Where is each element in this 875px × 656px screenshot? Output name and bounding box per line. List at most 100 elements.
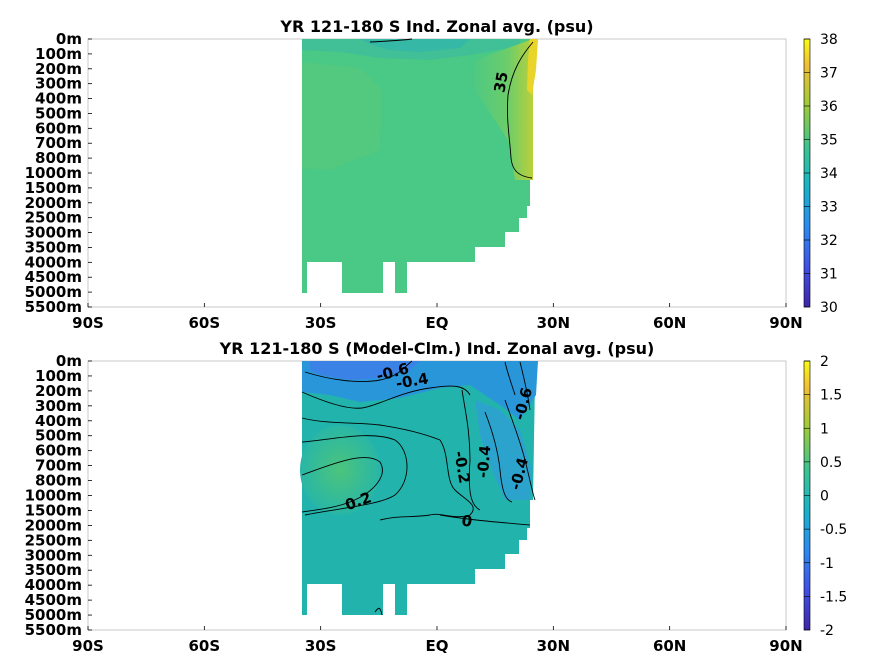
colorbar-tick-label: -0.5 xyxy=(820,522,847,538)
x-tick-label: 30N xyxy=(537,314,570,332)
colorbar-tick-label: 1.5 xyxy=(820,388,842,404)
y-tick-label: 1500m xyxy=(25,179,82,197)
deep-column xyxy=(395,584,407,615)
x-tick-label: 90N xyxy=(769,637,802,655)
y-tick-label: 200m xyxy=(35,382,82,400)
salinity-field xyxy=(302,39,538,293)
contour-lines xyxy=(301,360,536,616)
contour-line xyxy=(369,38,413,43)
contour-line xyxy=(461,389,481,511)
y-tick-label: 0m xyxy=(56,30,82,48)
y-tick-label: 2500m xyxy=(25,209,82,227)
y-tick-label: 4000m xyxy=(25,253,82,271)
x-axis: 90S 60S 30S EQ 30N 60N 90N xyxy=(72,303,803,332)
contour-line xyxy=(304,360,413,382)
y-tick-label: 5500m xyxy=(25,621,82,639)
x-tick-label: 60N xyxy=(653,314,686,332)
positive-anomaly xyxy=(300,425,380,515)
y-tick-label: 300m xyxy=(35,397,82,415)
chart-title: YR 121-180 S (Model-Clm.) Ind. Zonal avg… xyxy=(219,339,655,358)
y-tick-label: 700m xyxy=(35,134,82,152)
y-tick-label: 4000m xyxy=(25,576,82,594)
contour-label: -0.2 xyxy=(450,449,473,484)
colorbar-tick-label: 0.5 xyxy=(820,455,842,471)
y-tick-label: 4500m xyxy=(25,591,82,609)
deep-column xyxy=(395,262,407,293)
colorbar-tick-label: 31 xyxy=(820,267,838,283)
y-tick-label: 3000m xyxy=(25,224,82,242)
y-axis: 0m100m200m300m400m500m600m700m800m1000m1… xyxy=(25,30,92,316)
surface-fresh xyxy=(360,39,470,52)
anomaly-field xyxy=(300,361,538,615)
y-tick-label: 600m xyxy=(35,442,82,460)
contour-line xyxy=(504,399,536,501)
colorbar-tick-label: 1 xyxy=(820,421,829,437)
x-tick-label: 30N xyxy=(537,637,570,655)
contour-line xyxy=(374,607,383,616)
y-tick-label: 800m xyxy=(35,149,82,167)
contour-line xyxy=(439,514,531,526)
deep-column xyxy=(342,262,383,293)
colorbar-tick-label: 35 xyxy=(820,133,838,149)
contour-label: 35 xyxy=(490,70,511,94)
y-tick-label: 3000m xyxy=(25,546,82,564)
contour-line xyxy=(301,417,441,441)
colorbar-tick-label: 2 xyxy=(820,354,829,370)
y-tick-label: 400m xyxy=(35,412,82,430)
contour-label: 0 xyxy=(460,511,473,531)
colorbar-tick-label: 30 xyxy=(820,300,838,316)
contour-line xyxy=(301,435,408,516)
colorbar-tick-label: 38 xyxy=(820,32,838,48)
contour-line xyxy=(379,439,474,521)
y-tick-label: 500m xyxy=(35,427,82,445)
y-tick-label: 2000m xyxy=(25,516,82,534)
y-tick-label: 4500m xyxy=(25,268,82,286)
negative-anomaly xyxy=(475,400,532,500)
salinity-anomaly-panel: YR 121-180 S (Model-Clm.) Ind. Zonal avg… xyxy=(25,339,848,655)
y-tick-label: 3500m xyxy=(25,561,82,579)
northern-max xyxy=(527,39,538,95)
y-tick-label: 5000m xyxy=(25,606,82,624)
contour-line xyxy=(507,41,534,179)
x-tick-label: 90N xyxy=(769,314,802,332)
deep-column xyxy=(302,584,307,615)
y-tick-label: 5500m xyxy=(25,298,82,316)
y-tick-label: 0m xyxy=(56,352,82,370)
colorbar-tick-label: 34 xyxy=(820,166,838,182)
x-tick-label: 60N xyxy=(653,637,686,655)
x-tick-label: 60S xyxy=(188,637,220,655)
colorbar-tick-label: -1.5 xyxy=(820,589,847,605)
subsurface-mass xyxy=(302,62,382,170)
colorbar-tick-label: 36 xyxy=(820,99,838,115)
contour-line xyxy=(519,361,531,411)
x-tick-label: 60S xyxy=(188,314,220,332)
y-axis: 0m100m200m300m400m500m600m700m800m1000m1… xyxy=(25,352,92,639)
colorbar-tick-label: -2 xyxy=(820,623,834,639)
y-tick-label: 600m xyxy=(35,119,82,137)
salinity-panel: YR 121-180 S Ind. Zonal avg. (psu) 35 90… xyxy=(25,17,838,332)
y-tick-label: 700m xyxy=(35,457,82,475)
colorbar-ticks: 30 31 32 33 34 35 36 37 38 xyxy=(804,32,838,316)
x-tick-label: EQ xyxy=(426,314,449,332)
colorbar-tick-label: 37 xyxy=(820,66,838,82)
colorbar-tick-label: -1 xyxy=(820,556,834,572)
y-tick-label: 100m xyxy=(35,367,82,385)
deep-column xyxy=(302,262,307,293)
y-tick-label: 1000m xyxy=(25,164,82,182)
y-tick-label: 100m xyxy=(35,45,82,63)
y-tick-label: 3500m xyxy=(25,238,82,256)
contour-line xyxy=(484,411,513,503)
colorbar-tick-label: 0 xyxy=(820,489,829,505)
y-tick-label: 5000m xyxy=(25,283,82,301)
y-tick-label: 1000m xyxy=(25,487,82,505)
x-tick-label: 90S xyxy=(72,637,104,655)
y-tick-label: 2500m xyxy=(25,531,82,549)
y-tick-label: 400m xyxy=(35,90,82,108)
colorbar-tick-label: 33 xyxy=(820,200,838,216)
x-tick-label: EQ xyxy=(426,637,449,655)
contour-label: -0.4 xyxy=(474,444,495,478)
x-tick-label: 30S xyxy=(305,637,337,655)
contour-line xyxy=(504,361,516,396)
x-axis: 90S 60S 30S EQ 30N 60N 90N xyxy=(72,626,803,655)
